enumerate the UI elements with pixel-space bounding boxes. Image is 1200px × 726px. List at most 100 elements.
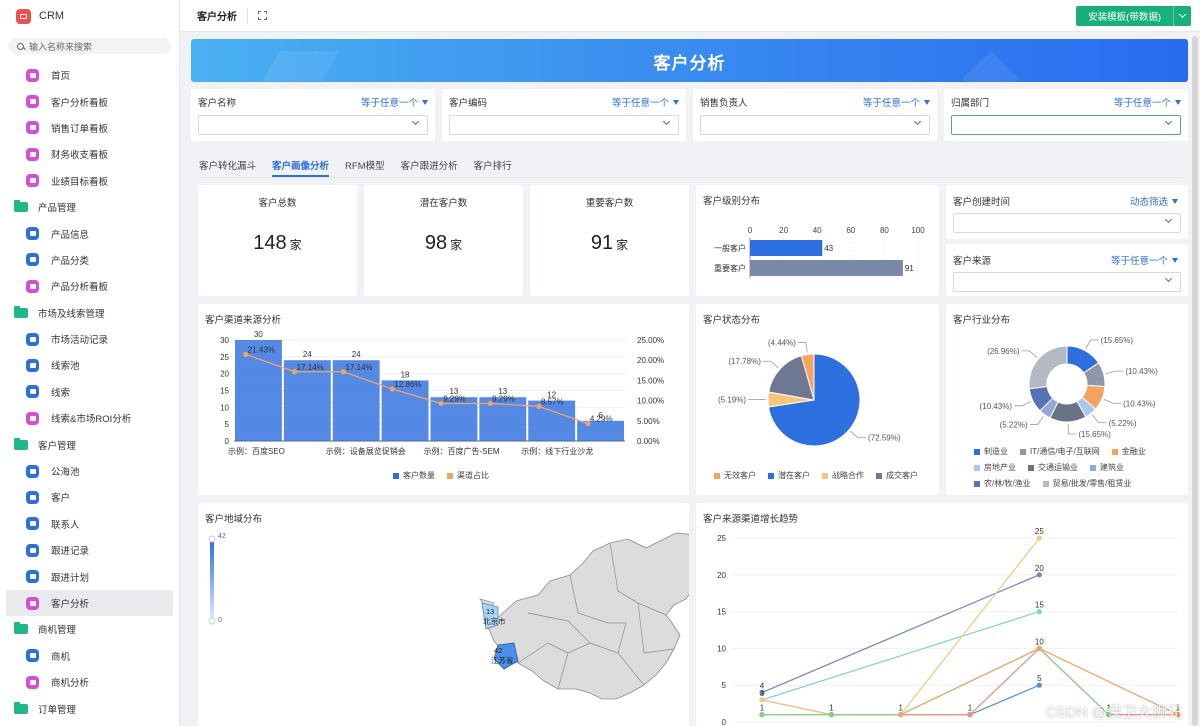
menu-item[interactable]: 公海池 [0,458,179,484]
menu-group[interactable]: 市场及线索管理 [0,300,179,326]
menu-item[interactable]: 业绩目标看板 [0,168,179,194]
filter-operator[interactable]: 等于任意一个 [1114,95,1181,109]
visual-map-bar[interactable] [210,541,214,619]
ratio-point[interactable] [487,400,493,407]
channel-bar[interactable] [430,397,478,441]
menu-item[interactable]: 市场活动记录 [0,326,179,352]
menu-group[interactable]: 订单管理 [0,695,179,721]
trend-point[interactable] [1036,609,1042,615]
menu-item[interactable]: 首页 [0,62,179,88]
legend-item[interactable]: 无效客户 [714,470,756,481]
menu-item[interactable]: 商机分析 [0,669,179,695]
trend-point[interactable] [1036,572,1042,578]
trend-point[interactable] [1036,535,1042,541]
filter-select[interactable] [700,115,930,135]
legend-item[interactable]: 交通运输业 [1028,462,1078,473]
channel-bar[interactable] [283,360,331,441]
fullscreen-icon[interactable] [258,11,267,20]
menu-item[interactable]: 商机 [0,643,179,669]
trend-point[interactable] [1036,682,1042,688]
menu-item[interactable]: 线索池 [0,352,179,378]
filter-operator[interactable]: 等于任意一个 [612,95,679,109]
channel-bar[interactable] [332,360,380,441]
ratio-point[interactable] [585,421,591,427]
tab-2[interactable]: RFM模型 [345,161,385,172]
channel-bar[interactable] [235,340,282,441]
menu-item[interactable]: 销售订单看板 [0,115,179,141]
filter-operator[interactable]: 等于任意一个 [863,95,930,109]
install-template-button[interactable]: 安装模板(带数据) [1076,6,1173,26]
channel-bar[interactable] [381,380,429,441]
level-bar[interactable] [750,240,823,256]
legend-item[interactable]: 成交客户 [876,470,918,481]
filter-select[interactable] [198,115,428,135]
menu-search-input[interactable]: 输入名称来搜索 [8,38,171,54]
trend-point[interactable] [967,712,973,718]
visual-map-handle[interactable] [208,535,216,543]
legend-item[interactable]: 建筑业 [1090,462,1124,473]
legend-item[interactable]: IT/通信/电子/互联网 [1020,446,1100,457]
menu-item[interactable]: 联系人 [0,511,179,537]
filter-select[interactable] [449,115,679,135]
province-jiangsu[interactable] [493,642,519,670]
tab-4[interactable]: 客户排行 [473,161,512,172]
channel-bar[interactable] [528,400,576,441]
channel-bar[interactable] [577,420,624,441]
legend-item[interactable]: 房地产业 [974,462,1016,473]
menu-item[interactable]: 客户 [0,484,179,510]
trend-point[interactable] [759,697,765,703]
trend-point[interactable] [1175,712,1181,718]
visual-map-handle[interactable] [208,617,216,625]
menu-group[interactable]: 产品管理 [0,194,179,220]
trend-point[interactable] [1106,712,1112,718]
filter-operator[interactable]: 等于任意一个 [1111,253,1178,267]
ratio-point[interactable] [243,351,249,358]
legend-item[interactable]: 渠道占比 [447,470,489,481]
menu-item[interactable]: 客户分析 [6,589,173,617]
menu-item[interactable]: 跟进记录 [0,537,179,563]
menu-group[interactable]: 客户管理 [0,431,179,457]
menu-item[interactable]: 产品信息 [0,220,179,246]
legend-item[interactable]: 战略合作 [822,470,864,481]
ratio-point[interactable] [389,386,395,392]
level-bar[interactable] [750,260,903,276]
source-select[interactable] [953,272,1181,292]
ratio-point[interactable] [438,400,444,407]
tab-3[interactable]: 客户跟进分析 [400,161,458,172]
ratio-point[interactable] [340,369,347,375]
province-beijing[interactable] [481,602,499,630]
pie-slice[interactable] [1028,345,1068,390]
filter-operator[interactable]: 动态筛选 [1130,194,1178,208]
menu-item[interactable]: 跟进计划 [0,563,179,589]
tab-0[interactable]: 客户转化漏斗 [199,161,257,172]
menu-item[interactable]: 产品分析看板 [0,273,179,299]
legend-item[interactable]: 客户数量 [393,470,435,481]
create-time-select[interactable] [953,213,1181,233]
filter-select[interactable] [951,115,1181,135]
menu-item[interactable]: 线索 [0,379,179,405]
page-scrollbar[interactable] [1190,32,1200,726]
ratio-point[interactable] [536,403,542,409]
menu-item[interactable]: 线索&市场ROI分析 [0,405,179,431]
install-dropdown-button[interactable] [1173,6,1191,26]
trend-point[interactable] [759,712,765,718]
menu-item[interactable]: 产品分类 [0,247,179,273]
filter-operator[interactable]: 等于任意一个 [361,95,428,109]
ratio-point[interactable] [292,369,298,375]
pie-slice[interactable] [768,355,815,401]
trend-point[interactable] [828,712,834,718]
scrollbar-thumb[interactable] [1192,36,1198,726]
china-map[interactable] [487,532,689,700]
menu-group[interactable]: 商机管理 [0,616,179,642]
trend-point[interactable] [759,689,765,696]
legend-item[interactable]: 制造业 [974,446,1008,457]
trend-point[interactable] [1036,645,1042,651]
menu-item[interactable]: 客户分析看板 [0,88,179,114]
menu-item[interactable]: 财务收支看板 [0,141,179,167]
tab-1[interactable]: 客户画像分析 [272,150,330,180]
legend-item[interactable]: 农/林/牧/渔业 [974,478,1031,489]
legend-item[interactable]: 金融业 [1111,446,1146,457]
legend-item[interactable]: 潜在客户 [768,470,810,481]
trend-point[interactable] [898,712,904,718]
legend-item[interactable]: 贸易/批发/零售/租赁业 [1042,478,1131,489]
